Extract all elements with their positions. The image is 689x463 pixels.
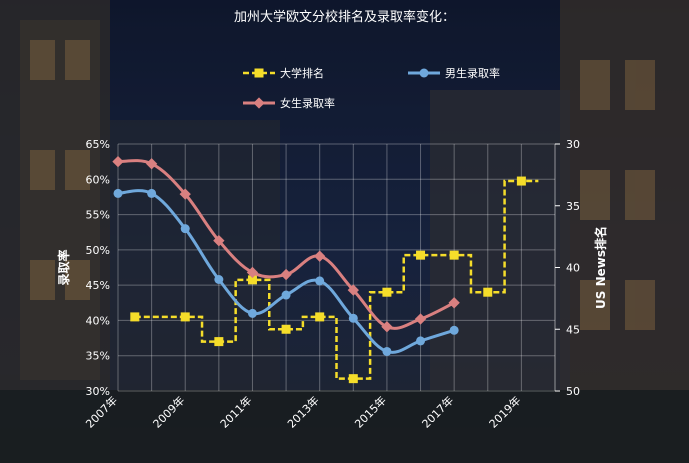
rank-point (281, 324, 291, 334)
x-tick-label: 2015年 (352, 393, 389, 430)
male-rate-point (214, 274, 224, 284)
rank-point (247, 275, 257, 285)
female-rate-point (179, 188, 191, 200)
y-right-axis-title: US News排名 (593, 226, 608, 309)
rank-point (416, 250, 426, 260)
rank-point (180, 312, 190, 322)
legend-label: 女生录取率 (280, 96, 335, 110)
legend-item: 男生录取率 (408, 66, 500, 80)
male-rate-point (147, 188, 157, 198)
female-rate-point (246, 266, 259, 279)
y-left-tick-label: 35% (86, 350, 110, 363)
x-tick-label: 2013年 (284, 393, 321, 430)
series-layer (112, 155, 539, 384)
y-left-tick-label: 40% (86, 314, 110, 327)
legend-swatch-marker (253, 97, 265, 109)
female-rate-point (112, 155, 124, 168)
female-rate-point (347, 284, 359, 296)
x-tick-label: 2011年 (217, 393, 254, 430)
female-rate-point (145, 158, 158, 170)
x-tick-label: 2019年 (486, 393, 523, 430)
male-rate-point (315, 276, 325, 286)
y-left-tick-label: 30% (86, 385, 110, 398)
female-rate-point (213, 235, 225, 247)
y-right-tick-label: 50 (566, 385, 580, 398)
x-tick-label: 2007年 (83, 393, 120, 430)
y-right-tick-label: 35 (566, 200, 580, 213)
male-rate-point (113, 188, 123, 198)
male-rate-point (180, 224, 190, 234)
male-rate-point (348, 313, 358, 323)
legend-item: 女生录取率 (243, 96, 335, 110)
chart-title: 加州大学欧文分校排名及录取率变化： (233, 10, 455, 25)
rank-point (348, 374, 358, 384)
male-rate-point (416, 336, 426, 346)
male-rate-point (382, 346, 392, 356)
rank-point (315, 312, 325, 322)
y-right-tick-label: 40 (566, 262, 580, 275)
male-rate-point (281, 290, 291, 300)
y-left-tick-label: 60% (86, 173, 110, 186)
legend-swatch-marker (419, 68, 429, 78)
male-rate-point (247, 308, 257, 318)
series-female (112, 155, 460, 333)
y-left-tick-label: 65% (86, 138, 110, 151)
rank-point (516, 176, 526, 186)
rank-point (214, 337, 224, 347)
female-rate-point (280, 268, 292, 281)
male-rate-point (449, 325, 459, 335)
legend-swatch-marker (254, 68, 264, 78)
female-rate-point (381, 321, 393, 333)
female-rate-point (448, 297, 460, 309)
y-right-tick-label: 45 (566, 323, 580, 336)
legend-label: 大学排名 (280, 66, 324, 80)
y-right-tick-label: 30 (566, 138, 580, 151)
series-rank (130, 176, 539, 384)
y-left-tick-label: 45% (86, 279, 110, 292)
y-left-tick-label: 50% (86, 244, 110, 257)
series-male (113, 188, 459, 356)
x-tick-label: 2017年 (419, 393, 456, 430)
rank-point (449, 250, 459, 260)
rank-point (130, 312, 140, 322)
x-tick-label: 2009年 (150, 393, 187, 430)
female-rate-point (414, 313, 427, 325)
rank-step-line (134, 179, 539, 380)
female-rate-point (314, 250, 326, 262)
y-left-axis-title: 录取率 (56, 249, 71, 285)
rank-point (483, 287, 493, 297)
y-left-tick-label: 55% (86, 209, 110, 222)
legend-item: 大学排名 (243, 66, 324, 80)
rank-point (382, 287, 392, 297)
legend-label: 男生录取率 (445, 66, 500, 80)
